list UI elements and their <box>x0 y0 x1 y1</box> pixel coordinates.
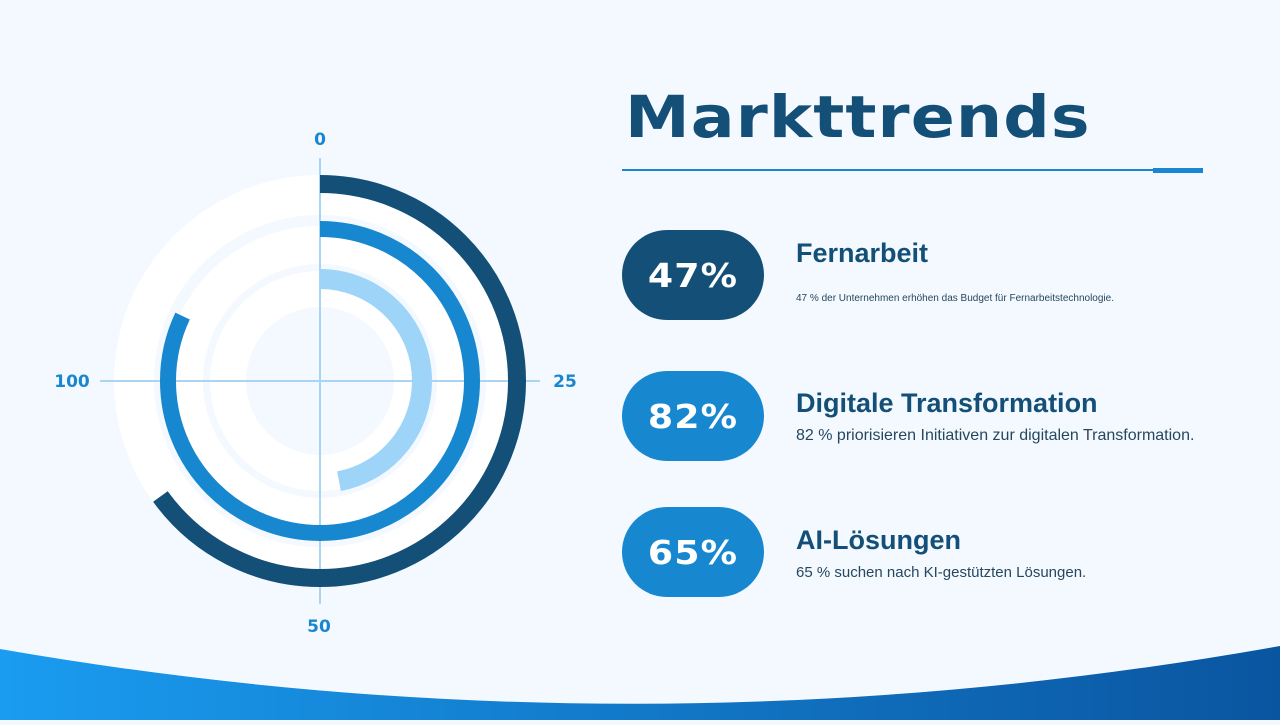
ring-ai-loesungen <box>114 175 526 587</box>
stat-description: 82 % priorisieren Initiativen zur digita… <box>796 427 1195 444</box>
stat-item-ai-loesungen: 65% AI-Lösungen 65 % suchen nach KI-gest… <box>622 507 1242 599</box>
stat-description: 65 % suchen nach KI-gestützten Lösungen. <box>796 564 1087 581</box>
ring-digitale-transformation <box>160 221 480 541</box>
stat-pill: 65% <box>622 507 764 597</box>
stat-item-fernarbeit: 47% Fernarbeit 47 % der Unternehmen erhö… <box>622 230 1242 322</box>
stat-pill: 82% <box>622 371 764 461</box>
title-underline <box>622 169 1154 171</box>
stat-pill: 47% <box>622 230 764 320</box>
stat-title: Fernarbeit <box>796 238 929 268</box>
stat-title: Digitale Transformation <box>796 388 1098 418</box>
axis-tick-0: 0 <box>314 130 326 150</box>
title-underline-accent <box>1153 168 1203 173</box>
axis-tick-25: 25 <box>553 372 577 392</box>
axis-tick-50: 50 <box>307 617 331 637</box>
page-title: Markttrends <box>625 83 1091 151</box>
ring-fernarbeit <box>208 269 432 493</box>
radial-bar-chart: 0 25 50 100 <box>0 0 640 720</box>
stat-description: 47 % der Unternehmen erhöhen das Budget … <box>796 293 1114 304</box>
axis-tick-100: 100 <box>54 372 90 392</box>
stat-item-digitale-transformation: 82% Digitale Transformation 82 % prioris… <box>622 371 1242 463</box>
stat-title: AI-Lösungen <box>796 525 961 555</box>
chart-canvas <box>100 158 540 604</box>
